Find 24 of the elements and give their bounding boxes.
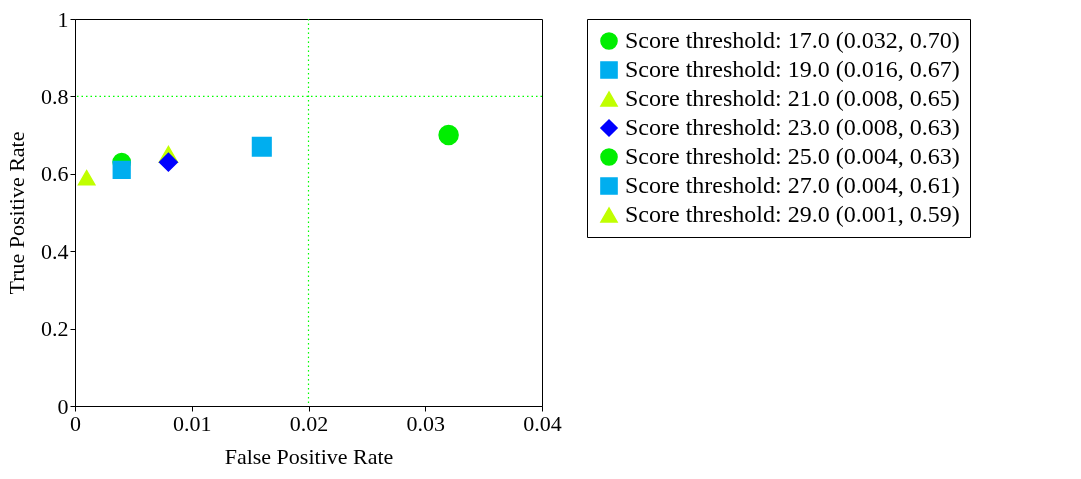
y-tick-label: 0.4 — [41, 238, 69, 264]
point — [77, 169, 96, 186]
legend-label: Score threshold: 19.0 (0.016, 0.67) — [625, 56, 960, 82]
x-tick-label: 0.01 — [173, 410, 212, 436]
legend-label: Score threshold: 29.0 (0.001, 0.59) — [625, 201, 960, 227]
x-tick-label: 0.02 — [289, 410, 329, 436]
x-axis-title: False Positive Rate — [224, 443, 394, 469]
legend-label: Score threshold: 27.0 (0.004, 0.61) — [625, 172, 960, 198]
y-tick-label: 0.2 — [41, 316, 69, 342]
x-tick-label: 0.03 — [406, 410, 445, 436]
point — [112, 160, 131, 180]
point — [251, 136, 272, 157]
y-tick-label: 1 — [57, 6, 69, 32]
legend-label: Score threshold: 21.0 (0.008, 0.65) — [625, 85, 960, 111]
y-tick-label: 0 — [57, 393, 69, 419]
y-axis-title: True Positive Rate — [4, 131, 29, 295]
legend-label: Score threshold: 23.0 (0.008, 0.63) — [625, 114, 960, 140]
point — [438, 124, 459, 146]
x-tick-label: 0.04 — [523, 410, 562, 436]
y-tick-label: 0.8 — [41, 83, 69, 109]
point — [158, 152, 178, 172]
legend-label: Score threshold: 25.0 (0.004, 0.63) — [625, 143, 960, 169]
y-tick-label: 0.6 — [41, 161, 69, 187]
legend-label: Score threshold: 17.0 (0.032, 0.70) — [625, 27, 960, 53]
